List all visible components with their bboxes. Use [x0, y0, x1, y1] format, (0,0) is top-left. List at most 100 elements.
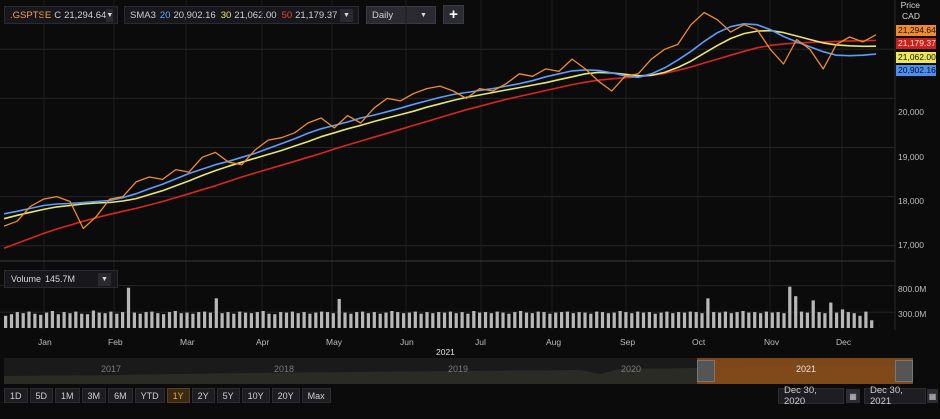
volume-bar [729, 313, 733, 328]
volume-bar [425, 312, 429, 328]
volume-bar [214, 298, 218, 328]
sma20-value: 20,902.16 [173, 9, 216, 21]
range-button-6m[interactable]: 6M [108, 388, 133, 403]
volume-bar [507, 313, 511, 328]
volume-label: Volume [11, 274, 42, 284]
volume-bar [402, 313, 406, 328]
close-prefix: C [54, 9, 62, 21]
volume-bar [249, 313, 254, 328]
volume-bar [437, 312, 441, 328]
chevron-down-icon[interactable]: ▼ [106, 8, 114, 22]
navigator-selection[interactable] [697, 358, 913, 384]
sma30-length: 30 [220, 9, 232, 21]
month-label: Feb [108, 337, 123, 347]
month-label: Mar [180, 337, 195, 347]
volume-bar [595, 311, 599, 328]
volume-bar [279, 312, 283, 328]
volume-bar [624, 312, 628, 328]
volume-bar [4, 315, 8, 328]
volume-bar [56, 314, 60, 328]
range-button-ytd[interactable]: YTD [134, 388, 165, 403]
volume-bar [80, 313, 84, 328]
interval-select[interactable]: Daily ▼ [366, 6, 436, 24]
volume-bar [811, 300, 815, 328]
chevron-down-icon[interactable]: ▼ [417, 8, 430, 22]
range-button-1m[interactable]: 1M [55, 388, 80, 403]
volume-bar [167, 312, 172, 328]
volume-bar [419, 313, 423, 328]
month-label: May [326, 337, 343, 347]
volume-bar [688, 311, 692, 328]
volume-bar [325, 312, 330, 328]
volume-bar [431, 313, 435, 328]
sma50-value: 21,179.37 [295, 9, 338, 21]
range-button-3m[interactable]: 3M [81, 388, 107, 403]
navigator-year: 2019 [448, 364, 469, 374]
volume-bar [747, 312, 751, 328]
sma-indicator-selector[interactable]: SMA3 20 20,902.16 30 21,062.00 50 21,179… [124, 6, 359, 24]
volume-bar [700, 313, 704, 328]
volume-bar [647, 312, 652, 328]
last-sma30-label: 21,062.00 [896, 52, 936, 63]
volume-bar [542, 312, 546, 328]
sma20-line [3, 22, 877, 215]
end-date-input[interactable]: Dec 30, 2021 [864, 385, 926, 407]
volume-bar [384, 312, 388, 328]
volume-bar [349, 313, 353, 328]
volume-bar [741, 311, 745, 328]
symbol-selector[interactable]: .GSPTSE C 21,294.64 ▼ [4, 6, 118, 24]
range-button-5y[interactable]: 5Y [216, 388, 240, 403]
month-label: Oct [692, 337, 706, 347]
navigator-year: 2018 [274, 364, 295, 374]
range-button-2y[interactable]: 2Y [191, 388, 215, 403]
volume-bar [530, 313, 534, 328]
volume-bar [243, 312, 248, 328]
price-tick: 20,000 [898, 107, 924, 117]
volume-bar [846, 312, 850, 328]
volume-bar [138, 313, 142, 328]
month-label: Jun [400, 337, 414, 347]
volume-bar [115, 313, 119, 328]
navigator-right-handle[interactable] [895, 360, 913, 382]
volume-bar [782, 313, 786, 328]
start-date-input[interactable]: Dec 30, 2020 [778, 385, 844, 407]
calendar-icon[interactable]: ▦ [927, 389, 938, 403]
navigator-left-handle[interactable] [697, 360, 715, 382]
volume-bar [413, 311, 417, 328]
price-line [3, 11, 877, 230]
volume-bar [220, 313, 224, 328]
add-indicator-button[interactable]: + [443, 5, 464, 24]
range-button-10y[interactable]: 10Y [241, 388, 270, 403]
volume-bar [361, 311, 365, 328]
last-sma50-label: 21,179.37 [896, 38, 936, 49]
volume-value: 145.7M [45, 274, 76, 284]
chevron-down-icon[interactable]: ▼ [98, 272, 111, 286]
volume-bar [659, 312, 663, 328]
price-tick: 19,000 [898, 152, 924, 162]
range-button-20y[interactable]: 20Y [271, 388, 300, 403]
range-button-5d[interactable]: 5D [29, 388, 54, 403]
range-button-max[interactable]: Max [301, 388, 331, 403]
interval-value: Daily [372, 9, 394, 21]
volume-indicator-selector[interactable]: Volume 145.7M ▼ [4, 270, 118, 288]
volume-bar [378, 313, 382, 328]
volume-bar [671, 313, 675, 328]
volume-bar [156, 313, 160, 328]
volume-bar [296, 313, 300, 328]
volume-bar [290, 311, 295, 328]
volume-bar [126, 287, 131, 328]
volume-bar [776, 312, 780, 328]
volume-bar [21, 313, 25, 328]
range-button-1y[interactable]: 1Y [166, 388, 190, 403]
calendar-icon[interactable]: ▦ [846, 389, 860, 403]
volume-tick: 800.0M [898, 284, 927, 294]
range-button-1d[interactable]: 1D [4, 388, 28, 403]
volume-bar [489, 313, 493, 328]
sma-label: SMA3 [130, 9, 156, 21]
volume-bar [97, 312, 101, 328]
chevron-down-icon[interactable]: ▼ [340, 8, 353, 22]
volume-bar [39, 314, 43, 329]
volume-bar [524, 312, 529, 328]
volume-bar [589, 313, 593, 328]
